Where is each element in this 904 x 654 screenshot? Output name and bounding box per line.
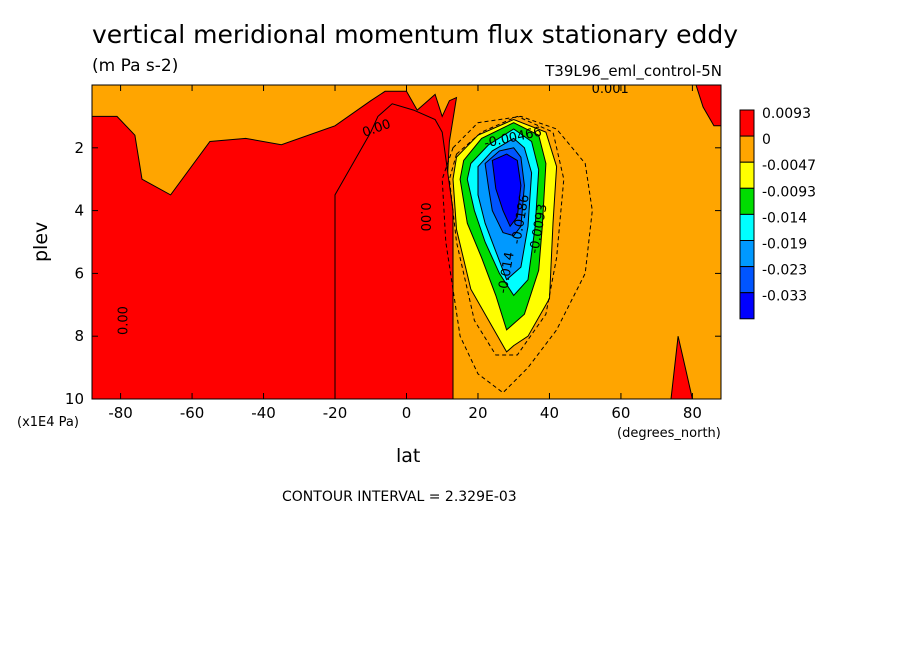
legend-label: -0.023 <box>762 263 807 279</box>
contour-interval-note: CONTOUR INTERVAL = 2.329E-03 <box>282 489 517 505</box>
y-tick-label: 2 <box>74 139 84 157</box>
x-tick-label: 80 <box>683 404 702 422</box>
legend-swatch <box>739 240 755 268</box>
contour-label: 0.001 <box>592 82 629 97</box>
dashed-contour-mid <box>448 115 565 356</box>
x-tick-label: 20 <box>468 404 487 422</box>
x-tick-label: 0 <box>402 404 412 422</box>
y-tick-label: 8 <box>74 327 84 345</box>
y-tick-label: 10 <box>65 390 84 408</box>
chart-units: (m Pa s-2) <box>92 56 179 76</box>
contour-label: -0.014 <box>496 251 518 295</box>
x-tick-label: 40 <box>540 404 559 422</box>
filled-contours <box>92 85 721 399</box>
x-tick-label: -20 <box>323 404 348 422</box>
region-red-north-spike <box>670 336 693 399</box>
run-label: T39L96_eml_control-5N <box>545 62 722 80</box>
legend-swatch <box>739 187 755 215</box>
legend-swatch <box>739 109 755 137</box>
region-blue-core <box>491 153 522 228</box>
legend-label: -0.0093 <box>762 184 816 200</box>
x-tick-label: -80 <box>108 404 133 422</box>
contour-label: 0.00 <box>417 202 432 231</box>
legend-swatch <box>739 266 755 294</box>
region-red-np-corner <box>695 85 721 127</box>
legend-swatch <box>739 135 755 163</box>
legend-label: 0 <box>762 132 771 148</box>
y-axis-label: plev <box>30 221 52 262</box>
contour-label: 0.00 <box>117 306 132 335</box>
legend-label: -0.033 <box>762 289 807 305</box>
y-tick-label: 6 <box>74 264 84 282</box>
chart-title: vertical meridional momentum flux statio… <box>92 20 739 49</box>
region-red-tropics <box>334 103 454 399</box>
legend-label: 0.0093 <box>762 106 811 122</box>
x-axis-unit: (degrees_north) <box>617 426 721 441</box>
colorbar-legend: 0.0093 0 -0.0047 -0.0093 -0.014 -0.019 -0.023 -… <box>739 106 816 320</box>
x-axis-ticks: -80 -60 -40 -20 0 20 40 60 80 <box>108 85 702 422</box>
legend-label: -0.019 <box>762 237 807 253</box>
legend-swatch <box>739 292 755 320</box>
dashed-contours <box>441 115 593 394</box>
y-axis-unit: (x1E4 Pa) <box>17 415 79 430</box>
legend-label: -0.014 <box>762 210 807 226</box>
x-axis-label: lat <box>396 445 421 467</box>
x-tick-label: -60 <box>180 404 205 422</box>
legend-swatch <box>739 161 755 189</box>
x-tick-label: -40 <box>251 404 276 422</box>
y-tick-label: 4 <box>74 202 84 220</box>
legend-label: -0.0047 <box>762 158 816 174</box>
dashed-contour-outer <box>441 115 593 394</box>
legend-swatch <box>739 213 755 241</box>
y-axis-ticks: 2 4 6 8 10 <box>65 139 721 408</box>
x-tick-label: 60 <box>611 404 630 422</box>
